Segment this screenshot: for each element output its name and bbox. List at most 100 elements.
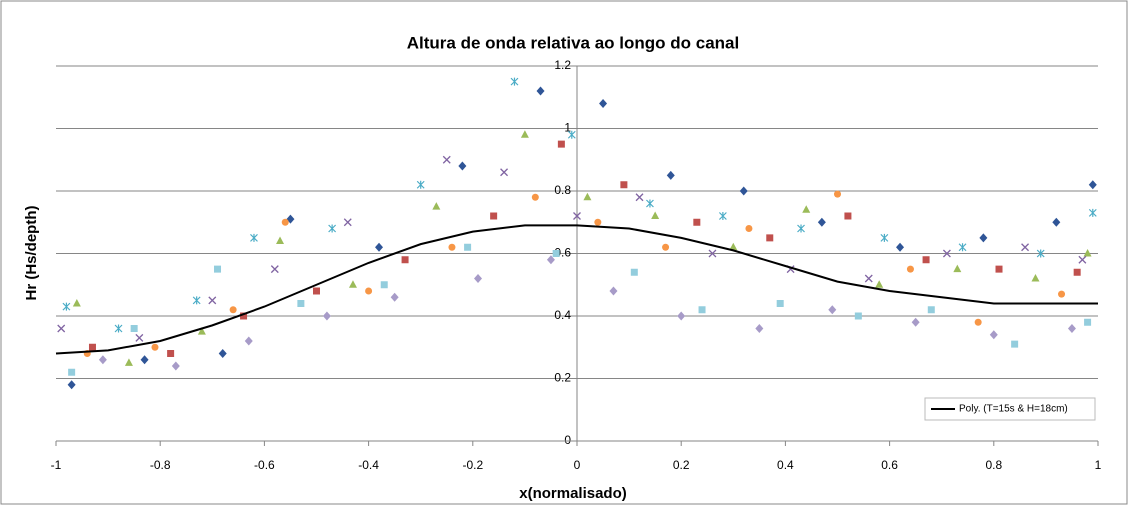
point: [270, 265, 279, 274]
x-tick-label: 0.8: [985, 458, 1002, 472]
point: [1078, 255, 1087, 264]
point: [755, 324, 764, 333]
point: [906, 265, 914, 273]
x-tick-label: 0: [574, 458, 581, 472]
point: [552, 250, 560, 257]
point: [1083, 249, 1092, 257]
point: [834, 190, 841, 198]
point: [828, 305, 837, 315]
point: [197, 327, 206, 335]
point: [1031, 274, 1040, 282]
point: [979, 233, 988, 243]
point: [630, 268, 638, 276]
point: [666, 170, 675, 180]
point: [171, 361, 180, 371]
point: [567, 130, 576, 139]
point: [953, 264, 962, 273]
point: [281, 218, 289, 226]
point: [635, 193, 644, 202]
point: [583, 192, 592, 201]
point: [1058, 290, 1066, 298]
point: [140, 355, 149, 365]
point: [1067, 324, 1076, 333]
x-tick-label: 0.2: [673, 458, 690, 472]
point: [802, 205, 811, 213]
point: [1073, 268, 1081, 276]
point: [390, 292, 399, 302]
point: [416, 180, 425, 189]
point: [546, 255, 555, 265]
point: [57, 324, 66, 333]
point: [151, 343, 159, 351]
point: [708, 249, 717, 258]
point: [214, 265, 222, 273]
point: [458, 161, 467, 171]
point: [98, 355, 107, 365]
point: [1052, 217, 1061, 227]
point: [244, 336, 253, 346]
point: [130, 325, 138, 332]
point: [927, 306, 935, 314]
point: [167, 350, 175, 357]
point: [240, 312, 248, 320]
point: [609, 286, 618, 296]
y-tick-label: 0: [564, 433, 571, 447]
point: [88, 343, 96, 351]
point: [343, 218, 352, 227]
point: [620, 181, 628, 189]
point: [942, 249, 951, 258]
point: [677, 311, 686, 321]
legend-box: [924, 397, 1096, 421]
x-axis-label: x(normalisado): [519, 485, 627, 502]
point: [1088, 208, 1097, 217]
point: [375, 242, 384, 252]
point: [474, 274, 483, 283]
point: [693, 218, 701, 226]
point: [536, 86, 545, 96]
point: [68, 368, 76, 376]
point: [817, 217, 826, 227]
point: [651, 211, 660, 219]
point: [135, 333, 144, 342]
y-axis-label: Hr (Hs/depth): [23, 206, 40, 301]
point: [490, 212, 498, 220]
point: [875, 280, 884, 288]
x-tick-label: -1: [51, 458, 62, 472]
point: [297, 300, 305, 307]
point: [594, 218, 602, 226]
point: [208, 296, 217, 305]
point: [557, 140, 565, 148]
point: [276, 236, 285, 244]
chart-title: Altura de onda relativa ao longo do cana…: [407, 33, 740, 52]
y-tick-label: 1: [564, 121, 571, 135]
point: [1011, 340, 1019, 348]
point: [348, 280, 357, 288]
point: [313, 287, 320, 295]
point: [192, 296, 201, 305]
x-tick-label: -0.2: [462, 458, 483, 472]
point: [854, 312, 862, 320]
point: [739, 186, 748, 196]
point: [218, 349, 227, 358]
point: [520, 130, 529, 138]
point: [72, 299, 81, 307]
point: [229, 306, 237, 314]
point: [718, 212, 727, 220]
point: [995, 265, 1003, 273]
point: [67, 380, 76, 390]
x-tick-label: 1: [1095, 458, 1102, 472]
trend-line: [55, 224, 1098, 355]
point: [448, 243, 456, 251]
point: [729, 242, 738, 251]
x-tick-label: 0.6: [881, 458, 898, 472]
point: [380, 281, 388, 289]
x-tick-label: -0.8: [150, 458, 171, 472]
point: [510, 77, 519, 86]
point: [646, 199, 654, 208]
y-tick-label: 1.2: [554, 58, 571, 72]
point: [328, 224, 337, 233]
point: [464, 243, 472, 251]
point: [124, 358, 133, 366]
point: [844, 212, 852, 220]
